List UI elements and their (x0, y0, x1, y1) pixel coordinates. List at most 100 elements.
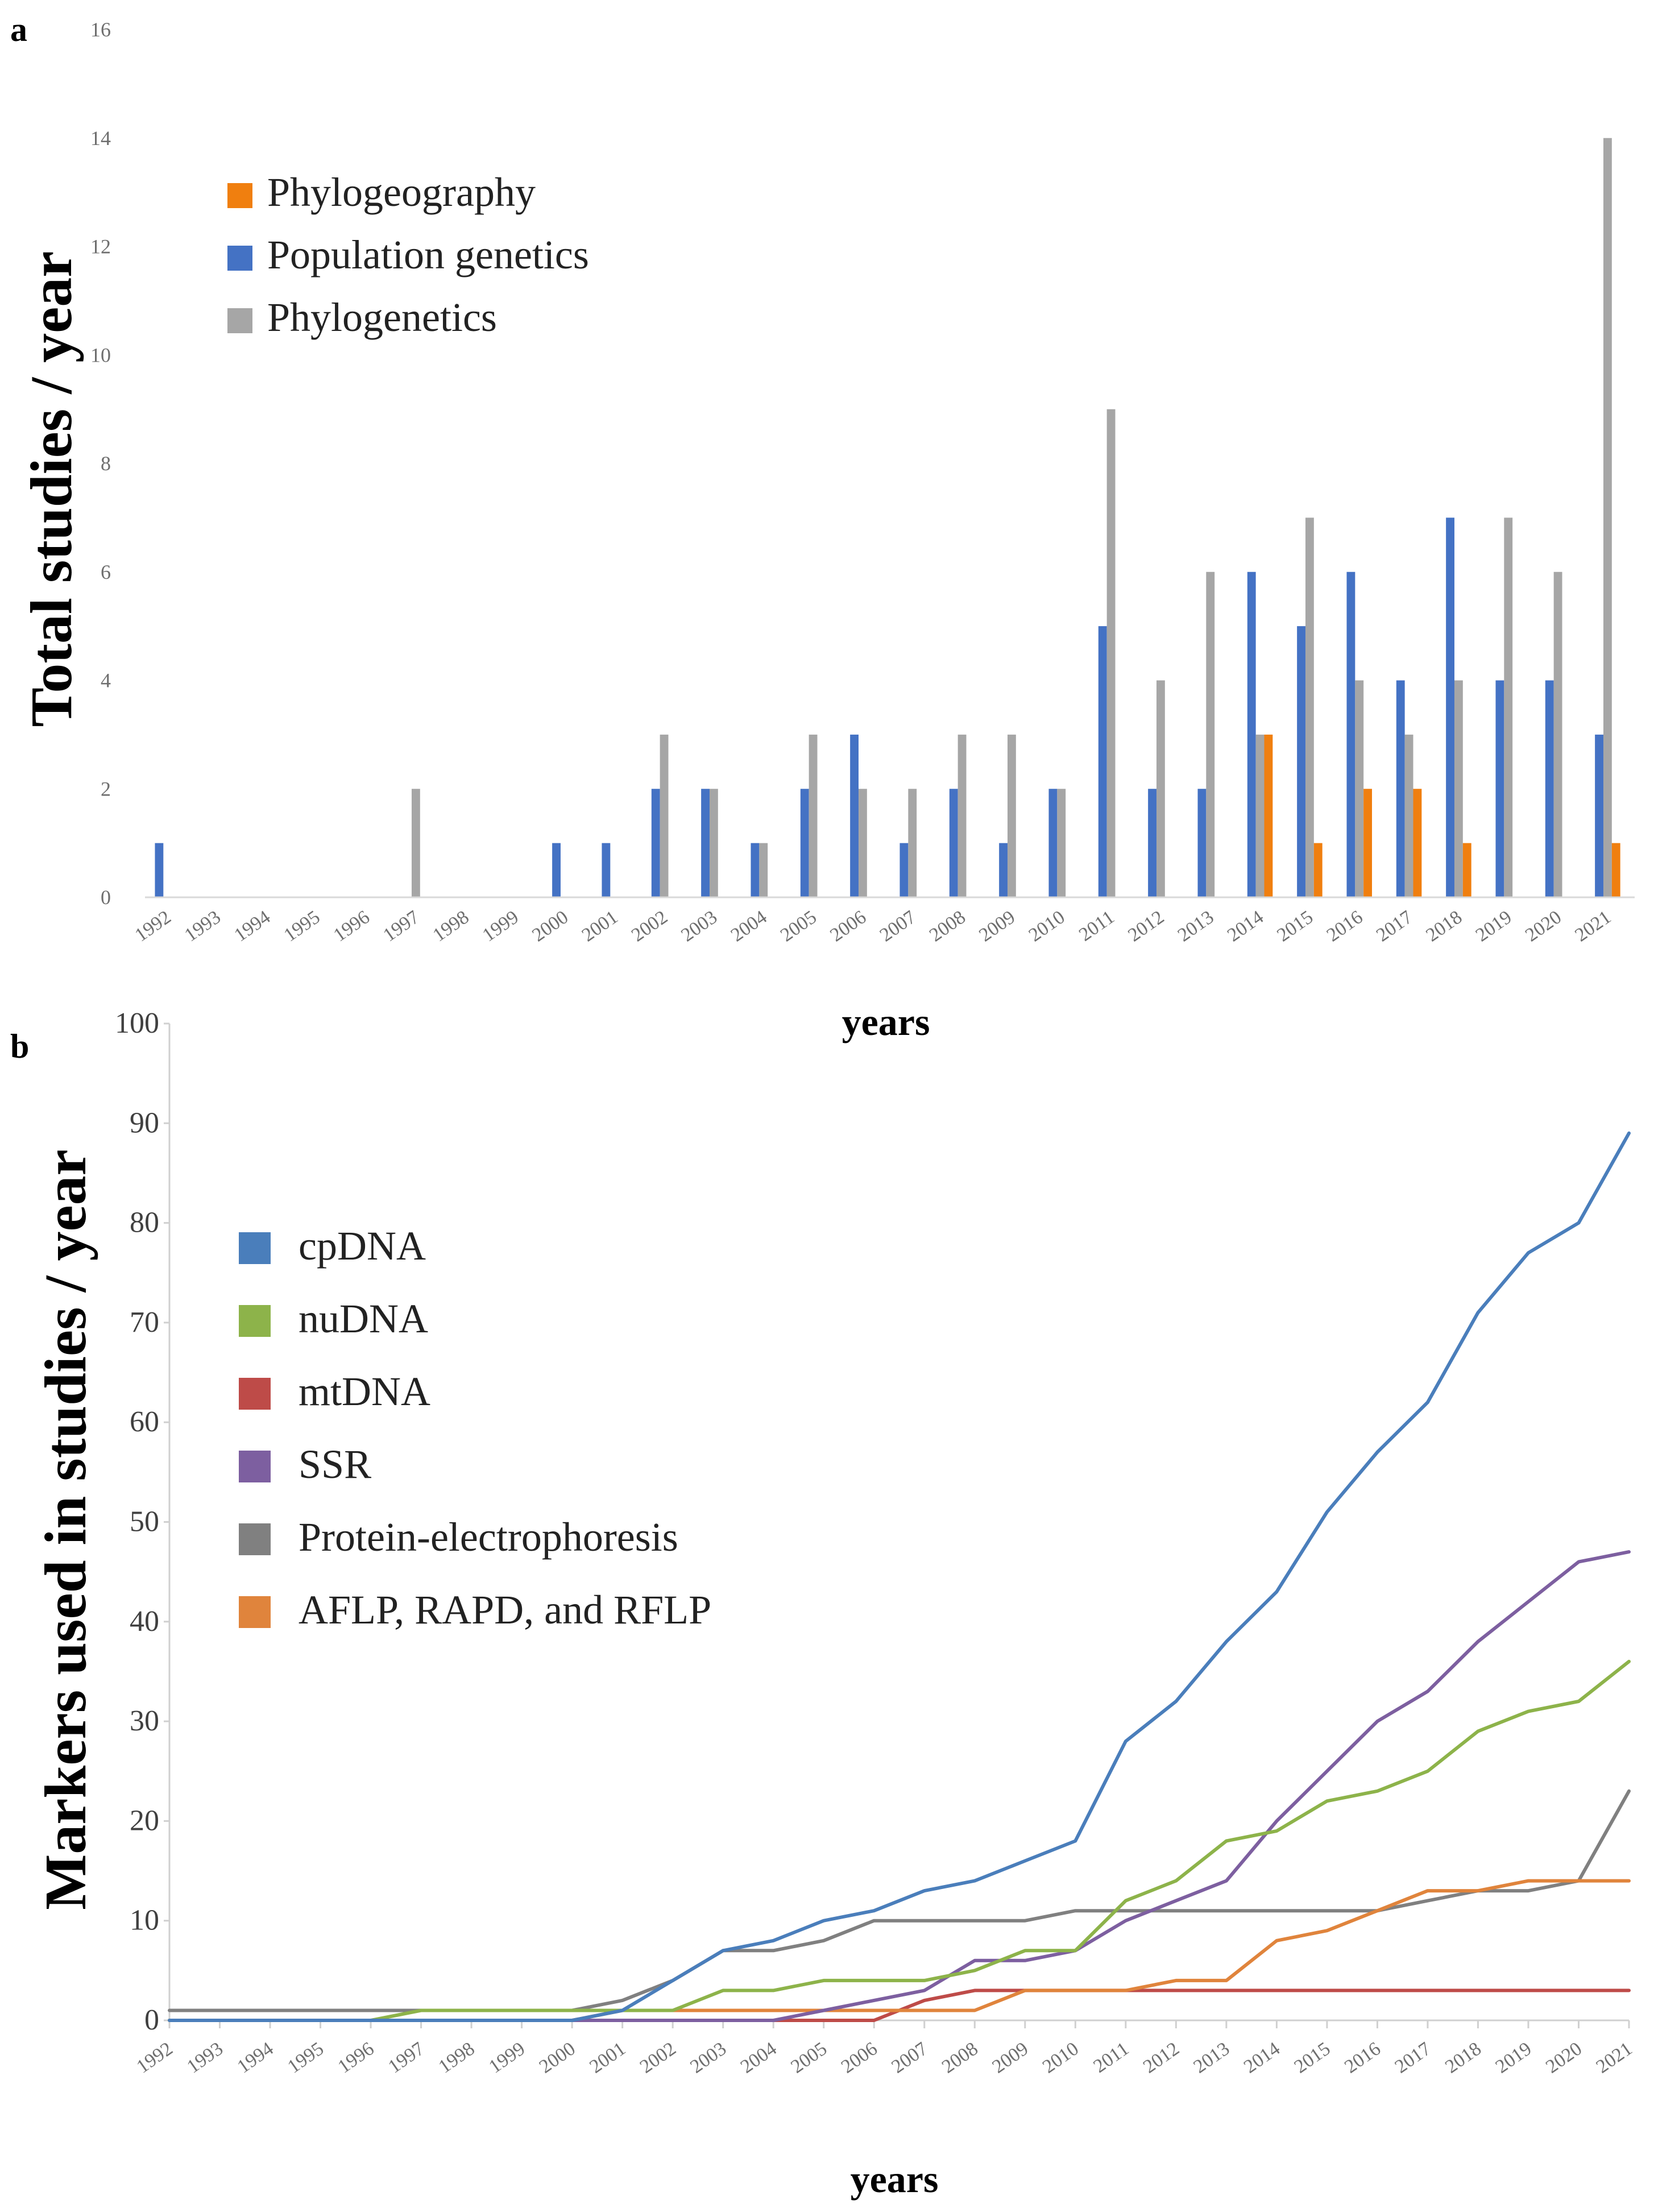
bar-population-genetics-2018 (1446, 517, 1454, 897)
legend-label-nudna: nuDNA (299, 1296, 428, 1341)
bar-phylogeography-2021 (1611, 843, 1620, 897)
legend-label-phylogeography: Phylogeography (267, 169, 536, 215)
y-tick-label: 10 (90, 343, 111, 366)
legend-swatch-aflp-rapd-and-rflp (239, 1596, 271, 1628)
bar-phylogenetics-2013 (1206, 571, 1215, 897)
y-tick-label: 50 (130, 1506, 159, 1538)
y-tick-label: 40 (130, 1605, 159, 1638)
panel-a-bars (155, 138, 1620, 897)
bar-population-genetics-2016 (1346, 571, 1355, 897)
y-tick-label: 30 (130, 1705, 159, 1737)
bar-phylogenetics-2003 (709, 789, 718, 897)
bar-phylogenetics-2011 (1106, 409, 1116, 897)
y-tick-label: 80 (130, 1207, 159, 1239)
bar-phylogeography-2017 (1413, 789, 1422, 897)
legend-swatch-population-genetics (227, 246, 252, 271)
bar-phylogenetics-2004 (759, 843, 768, 897)
bar-phylogenetics-2016 (1355, 680, 1364, 897)
panel-b-x-axis-title: years (851, 2157, 939, 2201)
y-tick-label: 14 (90, 127, 111, 150)
bar-phylogenetics-2019 (1504, 517, 1513, 897)
bar-phylogenetics-2010 (1057, 789, 1066, 897)
bar-population-genetics-2001 (602, 843, 611, 897)
y-tick-label: 100 (115, 1007, 159, 1039)
legend-swatch-nudna (239, 1305, 271, 1337)
y-tick-label: 20 (130, 1804, 159, 1837)
bar-population-genetics-2004 (751, 843, 760, 897)
bar-population-genetics-2005 (800, 789, 809, 897)
bar-population-genetics-2012 (1148, 789, 1156, 897)
panel-b-legend: cpDNA nuDNA mtDNA SSR Protein-electrophoresi… (239, 1223, 711, 1633)
bar-population-genetics-2014 (1247, 571, 1256, 897)
y-tick-label: 90 (130, 1107, 159, 1139)
panel-a-y-ticks: 0 2 4 6 8 10 12 14 16 (90, 18, 111, 909)
bar-population-genetics-2017 (1396, 680, 1405, 897)
bar-phylogenetics-2020 (1553, 571, 1562, 897)
legend-label-phylogenetics: Phylogenetics (267, 295, 497, 340)
y-tick-label: 60 (130, 1406, 159, 1438)
legend-label-cpdna: cpDNA (299, 1223, 426, 1269)
legend-label-protein-electrophoresis: Protein-electrophoresis (299, 1514, 678, 1560)
y-tick-label: 10 (130, 1904, 159, 1937)
y-tick-label: 70 (130, 1306, 159, 1339)
bar-phylogenetics-2006 (858, 789, 867, 897)
bar-population-genetics-2010 (1048, 789, 1058, 897)
bar-phylogeography-2018 (1462, 843, 1471, 897)
bar-population-genetics-2002 (651, 789, 660, 897)
y-tick-label: 2 (101, 777, 111, 800)
legend-swatch-cpdna (239, 1232, 271, 1264)
panel-a-letter: a (10, 11, 27, 48)
bar-population-genetics-2013 (1197, 789, 1207, 897)
bar-population-genetics-2021 (1595, 734, 1603, 897)
legend-swatch-mtdna (239, 1378, 271, 1410)
panel-b-lines (168, 1131, 1631, 2022)
panel-b-letter: b (10, 1028, 29, 1065)
panel-a-x-axis-title: years (842, 1000, 930, 1043)
bar-phylogenetics-2015 (1305, 517, 1314, 897)
bar-phylogenetics-2014 (1255, 734, 1265, 897)
bar-phylogenetics-2009 (1007, 734, 1016, 897)
panel-b-y-ticks: 0 10 20 30 40 50 60 70 80 90 100 (115, 1007, 169, 2036)
y-tick-label: 16 (90, 18, 111, 41)
legend-label-aflp-rapd-and-rflp: AFLP, RAPD, and RFLP (299, 1587, 711, 1633)
bar-phylogeography-2015 (1313, 843, 1323, 897)
bar-population-genetics-2003 (701, 789, 710, 897)
bar-phylogenetics-2017 (1404, 734, 1413, 897)
bar-phylogenetics-2018 (1454, 680, 1463, 897)
bar-phylogenetics-2021 (1603, 138, 1612, 897)
legend-label-population-genetics: Population genetics (267, 232, 589, 277)
y-tick-label: 8 (101, 452, 111, 475)
legend-swatch-protein-electrophoresis (239, 1523, 271, 1555)
legend-label-ssr: SSR (299, 1441, 371, 1487)
bar-population-genetics-1992 (155, 843, 164, 897)
bar-population-genetics-2008 (949, 789, 958, 897)
y-tick-label: 0 (101, 886, 111, 909)
y-tick-label: 0 (144, 2004, 159, 2036)
bar-phylogenetics-2002 (660, 734, 669, 897)
bar-population-genetics-2007 (899, 843, 909, 897)
y-tick-label: 4 (101, 669, 111, 692)
bar-population-genetics-2006 (850, 734, 859, 897)
bar-population-genetics-2020 (1545, 680, 1554, 897)
legend-swatch-ssr (239, 1451, 271, 1482)
bar-phylogenetics-1997 (411, 789, 420, 897)
panel-a-legend: Phylogeography Population genetics Phyloge… (227, 169, 589, 340)
y-tick-label: 6 (101, 561, 111, 583)
bar-population-genetics-2015 (1297, 626, 1305, 897)
line-nudna (168, 1659, 1631, 2022)
bar-phylogeography-2016 (1363, 789, 1373, 897)
bar-population-genetics-2011 (1098, 626, 1107, 897)
bar-population-genetics-2009 (999, 843, 1008, 897)
bar-phylogenetics-2007 (908, 789, 917, 897)
bar-phylogeography-2014 (1264, 734, 1273, 897)
legend-swatch-phylogeography (227, 183, 252, 208)
bar-phylogenetics-2012 (1156, 680, 1165, 897)
legend-label-mtdna: mtDNA (299, 1369, 430, 1414)
bar-population-genetics-2000 (552, 843, 561, 897)
bar-population-genetics-2019 (1495, 680, 1504, 897)
bar-phylogenetics-2005 (809, 734, 818, 897)
panel-a-y-axis-title: Total studies / year (19, 251, 84, 727)
legend-swatch-phylogenetics (227, 308, 252, 333)
